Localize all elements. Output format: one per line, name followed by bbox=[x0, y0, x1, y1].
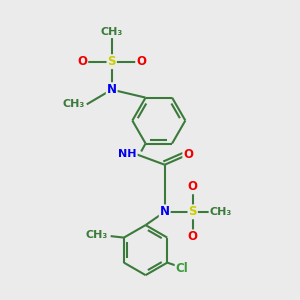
Text: O: O bbox=[77, 55, 87, 68]
Text: S: S bbox=[188, 205, 197, 218]
Text: O: O bbox=[188, 180, 198, 193]
Text: O: O bbox=[188, 230, 198, 243]
Text: O: O bbox=[136, 55, 146, 68]
Text: CH₃: CH₃ bbox=[85, 230, 108, 240]
Text: CH₃: CH₃ bbox=[209, 207, 232, 217]
Text: CH₃: CH₃ bbox=[63, 99, 85, 110]
Text: Cl: Cl bbox=[176, 262, 188, 275]
Text: S: S bbox=[107, 55, 116, 68]
Text: N: N bbox=[107, 83, 117, 96]
Text: O: O bbox=[183, 148, 193, 161]
Text: NH: NH bbox=[118, 149, 137, 159]
Text: CH₃: CH₃ bbox=[100, 27, 123, 37]
Text: N: N bbox=[160, 205, 170, 218]
